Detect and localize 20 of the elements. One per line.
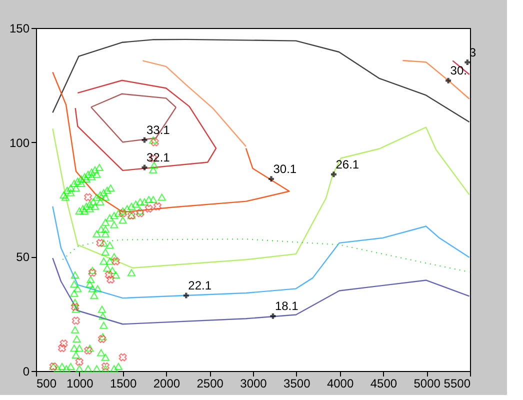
- x-tick-label: 1000: [66, 376, 94, 390]
- y-tick-label: 0: [22, 364, 30, 378]
- x-tick-label: 2500: [196, 376, 224, 390]
- x-tick-label: 4500: [370, 376, 398, 390]
- annotation: 18.1: [274, 299, 299, 314]
- annotation: 32.1: [146, 150, 170, 164]
- x-tick-label: 3500: [284, 376, 311, 390]
- y-tick-label: 50: [16, 250, 30, 264]
- annotation: 30.1: [273, 162, 297, 176]
- annotation: 30.: [450, 64, 467, 78]
- x-tick-label: 5500: [444, 376, 471, 390]
- x-tick-label: 3000: [240, 376, 268, 390]
- x-tick-label: 1500: [110, 376, 137, 390]
- x-tick-label: 5000: [414, 376, 441, 390]
- y-tick-label: 100: [9, 136, 30, 150]
- annotation: 22.1: [188, 278, 212, 293]
- x-tick-label: 500: [36, 376, 57, 390]
- y-tick-label: 150: [9, 22, 30, 36]
- x-tick-label: 4000: [326, 376, 354, 390]
- x-tick-label: 2000: [153, 376, 180, 390]
